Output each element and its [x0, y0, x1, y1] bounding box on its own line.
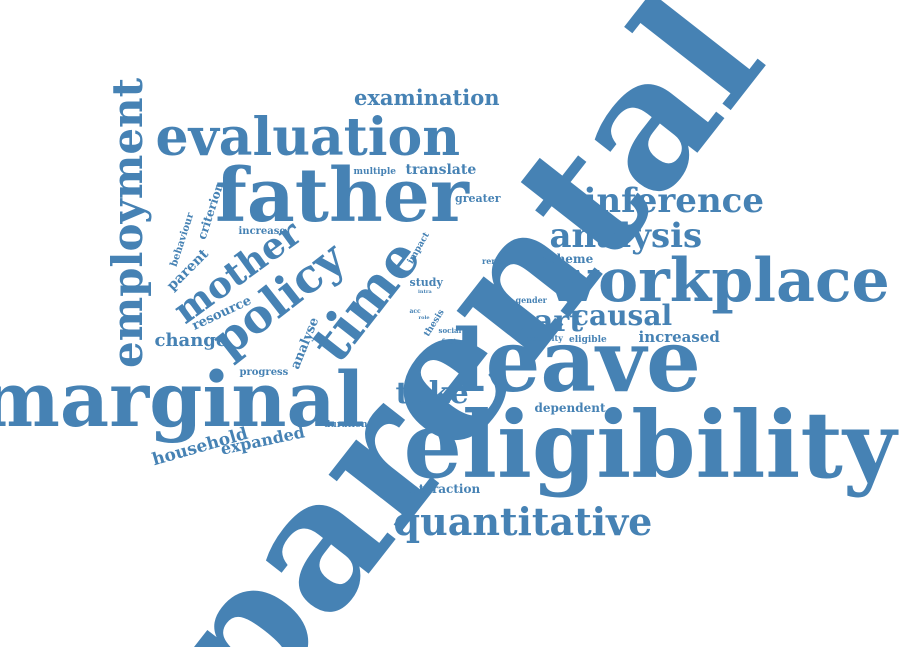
word-progress: progress — [239, 367, 289, 378]
word-social: social — [438, 325, 462, 335]
word-marginal: marginal — [0, 355, 365, 444]
word-scheme: scheme — [542, 252, 594, 266]
word-security: security — [527, 333, 563, 343]
word-multiple: multiple — [353, 166, 397, 177]
word-causal: causal — [572, 299, 673, 332]
word-evaluation: evaluation — [155, 107, 461, 168]
word-examination: examination — [354, 84, 500, 110]
word-study: study — [409, 275, 443, 289]
word-part: part — [513, 304, 584, 339]
word-change: change — [154, 330, 228, 351]
word-dependent: dependent — [534, 401, 606, 415]
word-remain: remain — [482, 256, 514, 266]
word-analysis: analysis — [549, 216, 703, 256]
word-eligibility: eligibility — [403, 391, 897, 499]
word-factor: factor — [441, 336, 465, 346]
word-father: father — [215, 153, 469, 239]
word-quantitative: quantitative — [393, 499, 653, 544]
word-leave: leave — [453, 311, 701, 412]
word-increased: increased — [638, 327, 720, 346]
word-translate: translate — [405, 162, 477, 178]
word-acc: acc — [409, 308, 421, 315]
word-gender: gender — [515, 295, 547, 305]
word-role: role — [418, 314, 430, 321]
word-greater: greater — [455, 191, 501, 205]
word-interaction: interaction — [405, 482, 481, 496]
word-employment: employment — [103, 77, 153, 369]
word-intra: intra — [418, 288, 432, 295]
word-inference: inference — [583, 181, 765, 221]
word-eligible: eligible — [569, 334, 607, 345]
word-duration: duration — [324, 419, 368, 430]
word-increase: increase — [238, 226, 286, 237]
word-take: take — [395, 376, 469, 411]
word-workplace: workplace — [546, 246, 890, 316]
